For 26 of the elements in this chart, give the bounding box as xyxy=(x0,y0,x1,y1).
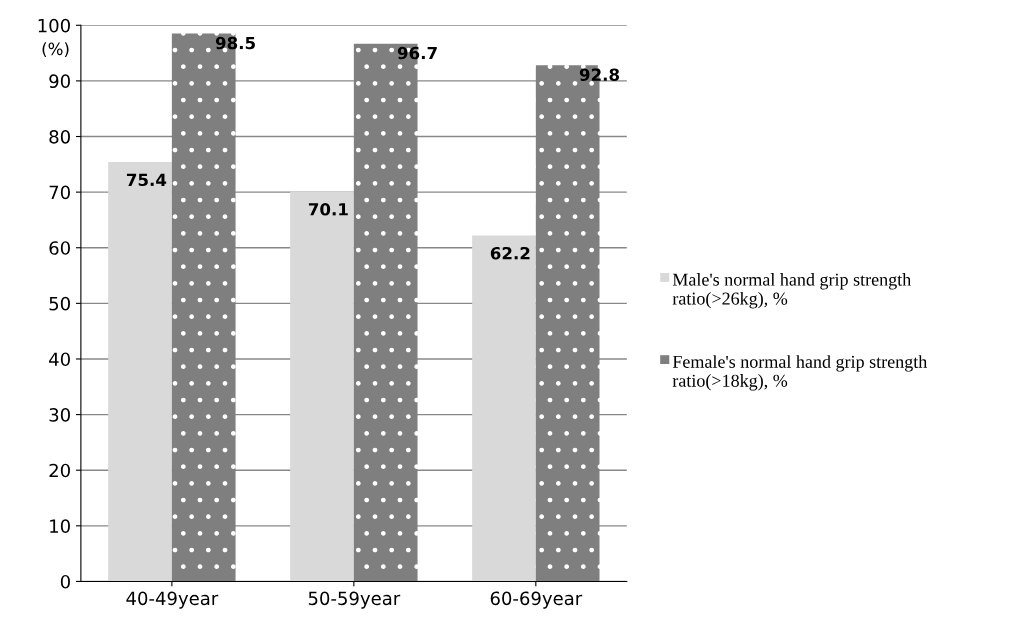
data-label: 70.1 xyxy=(308,202,348,216)
y-tick-label: 60 xyxy=(49,241,70,255)
data-label: 96.7 xyxy=(397,46,437,60)
y-axis-title: (%) xyxy=(42,42,69,58)
x-tick-label: 60-69year xyxy=(490,591,583,609)
y-tick-label: 80 xyxy=(49,129,70,144)
y-tick-label: 100 xyxy=(38,18,70,33)
y-tick-label: 0 xyxy=(60,574,70,589)
y-tick-label: 70 xyxy=(49,185,70,200)
y-tick-label: 40 xyxy=(49,352,70,367)
bar xyxy=(290,191,354,582)
bar xyxy=(472,235,536,582)
legend-label: Female's normal hand grip strength ratio(>18kg), % xyxy=(672,355,928,391)
data-label: 75.4 xyxy=(126,173,167,187)
x-tick-label: 50-59year xyxy=(308,591,401,609)
legend-label: Male's normal hand grip strength ratio(>26kg), % xyxy=(672,273,912,309)
y-tick-label: 50 xyxy=(49,296,70,311)
data-label: 98.5 xyxy=(215,36,255,50)
data-label: 62.2 xyxy=(490,246,530,260)
y-tick-label: 30 xyxy=(49,408,70,422)
y-tick-label: 10 xyxy=(50,519,70,533)
x-tick-label: 40-49year xyxy=(126,591,219,609)
y-tick-label: 20 xyxy=(49,463,70,478)
bar xyxy=(108,162,172,582)
data-label: 92.8 xyxy=(579,68,620,82)
y-tick-label: 90 xyxy=(49,74,70,89)
